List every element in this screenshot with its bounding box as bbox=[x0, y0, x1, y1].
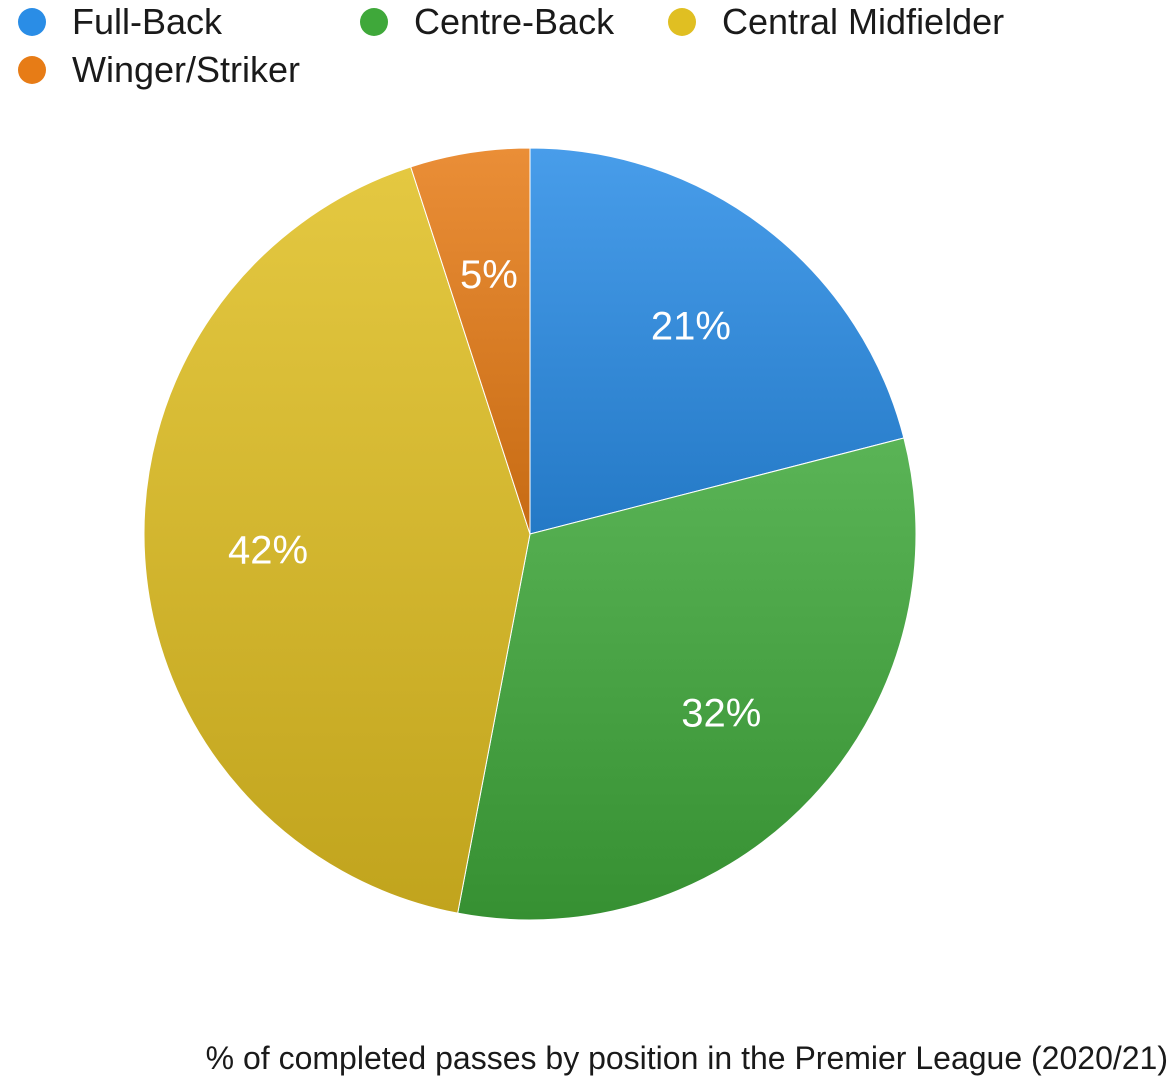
legend-swatch-central-midfielder bbox=[668, 8, 696, 36]
legend-item-centre-back: Centre-Back bbox=[360, 2, 614, 42]
data-label-central-midfielder: 42% bbox=[228, 529, 308, 573]
chart-caption: % of completed passes by position in the… bbox=[205, 1040, 1168, 1076]
legend-item-full-back: Full-Back bbox=[18, 2, 222, 42]
data-label-winger-striker: 5% bbox=[460, 253, 518, 297]
legend-swatch-winger-striker bbox=[18, 56, 46, 84]
data-label-centre-back: 32% bbox=[681, 692, 761, 736]
pie-slice-winger-striker bbox=[410, 147, 531, 535]
data-label-full-back: 21% bbox=[651, 305, 731, 349]
legend-label-full-back: Full-Back bbox=[72, 1, 223, 42]
legend-item-central-midfielder: Central Midfielder bbox=[668, 2, 1004, 42]
legend-swatch-centre-back bbox=[360, 8, 388, 36]
pie-slice-full-back bbox=[529, 147, 905, 535]
legend-swatch-full-back bbox=[18, 8, 46, 36]
legend-item-winger-striker: Winger/Striker bbox=[18, 50, 300, 90]
pie-slices bbox=[143, 147, 917, 921]
legend-label-central-midfielder: Central Midfielder bbox=[722, 1, 1005, 42]
pie-slice-central-midfielder bbox=[143, 166, 531, 914]
chart-legend: Full-Back Centre-Back Central Midfielder… bbox=[0, 0, 1172, 100]
legend-label-centre-back: Centre-Back bbox=[414, 1, 615, 42]
pie-chart: 21% 32% 42% 5% bbox=[143, 147, 917, 921]
pie-data-labels: 21% 32% 42% 5% bbox=[228, 253, 761, 736]
legend-label-winger-striker: Winger/Striker bbox=[72, 49, 301, 90]
pie-slice-centre-back bbox=[457, 437, 917, 921]
